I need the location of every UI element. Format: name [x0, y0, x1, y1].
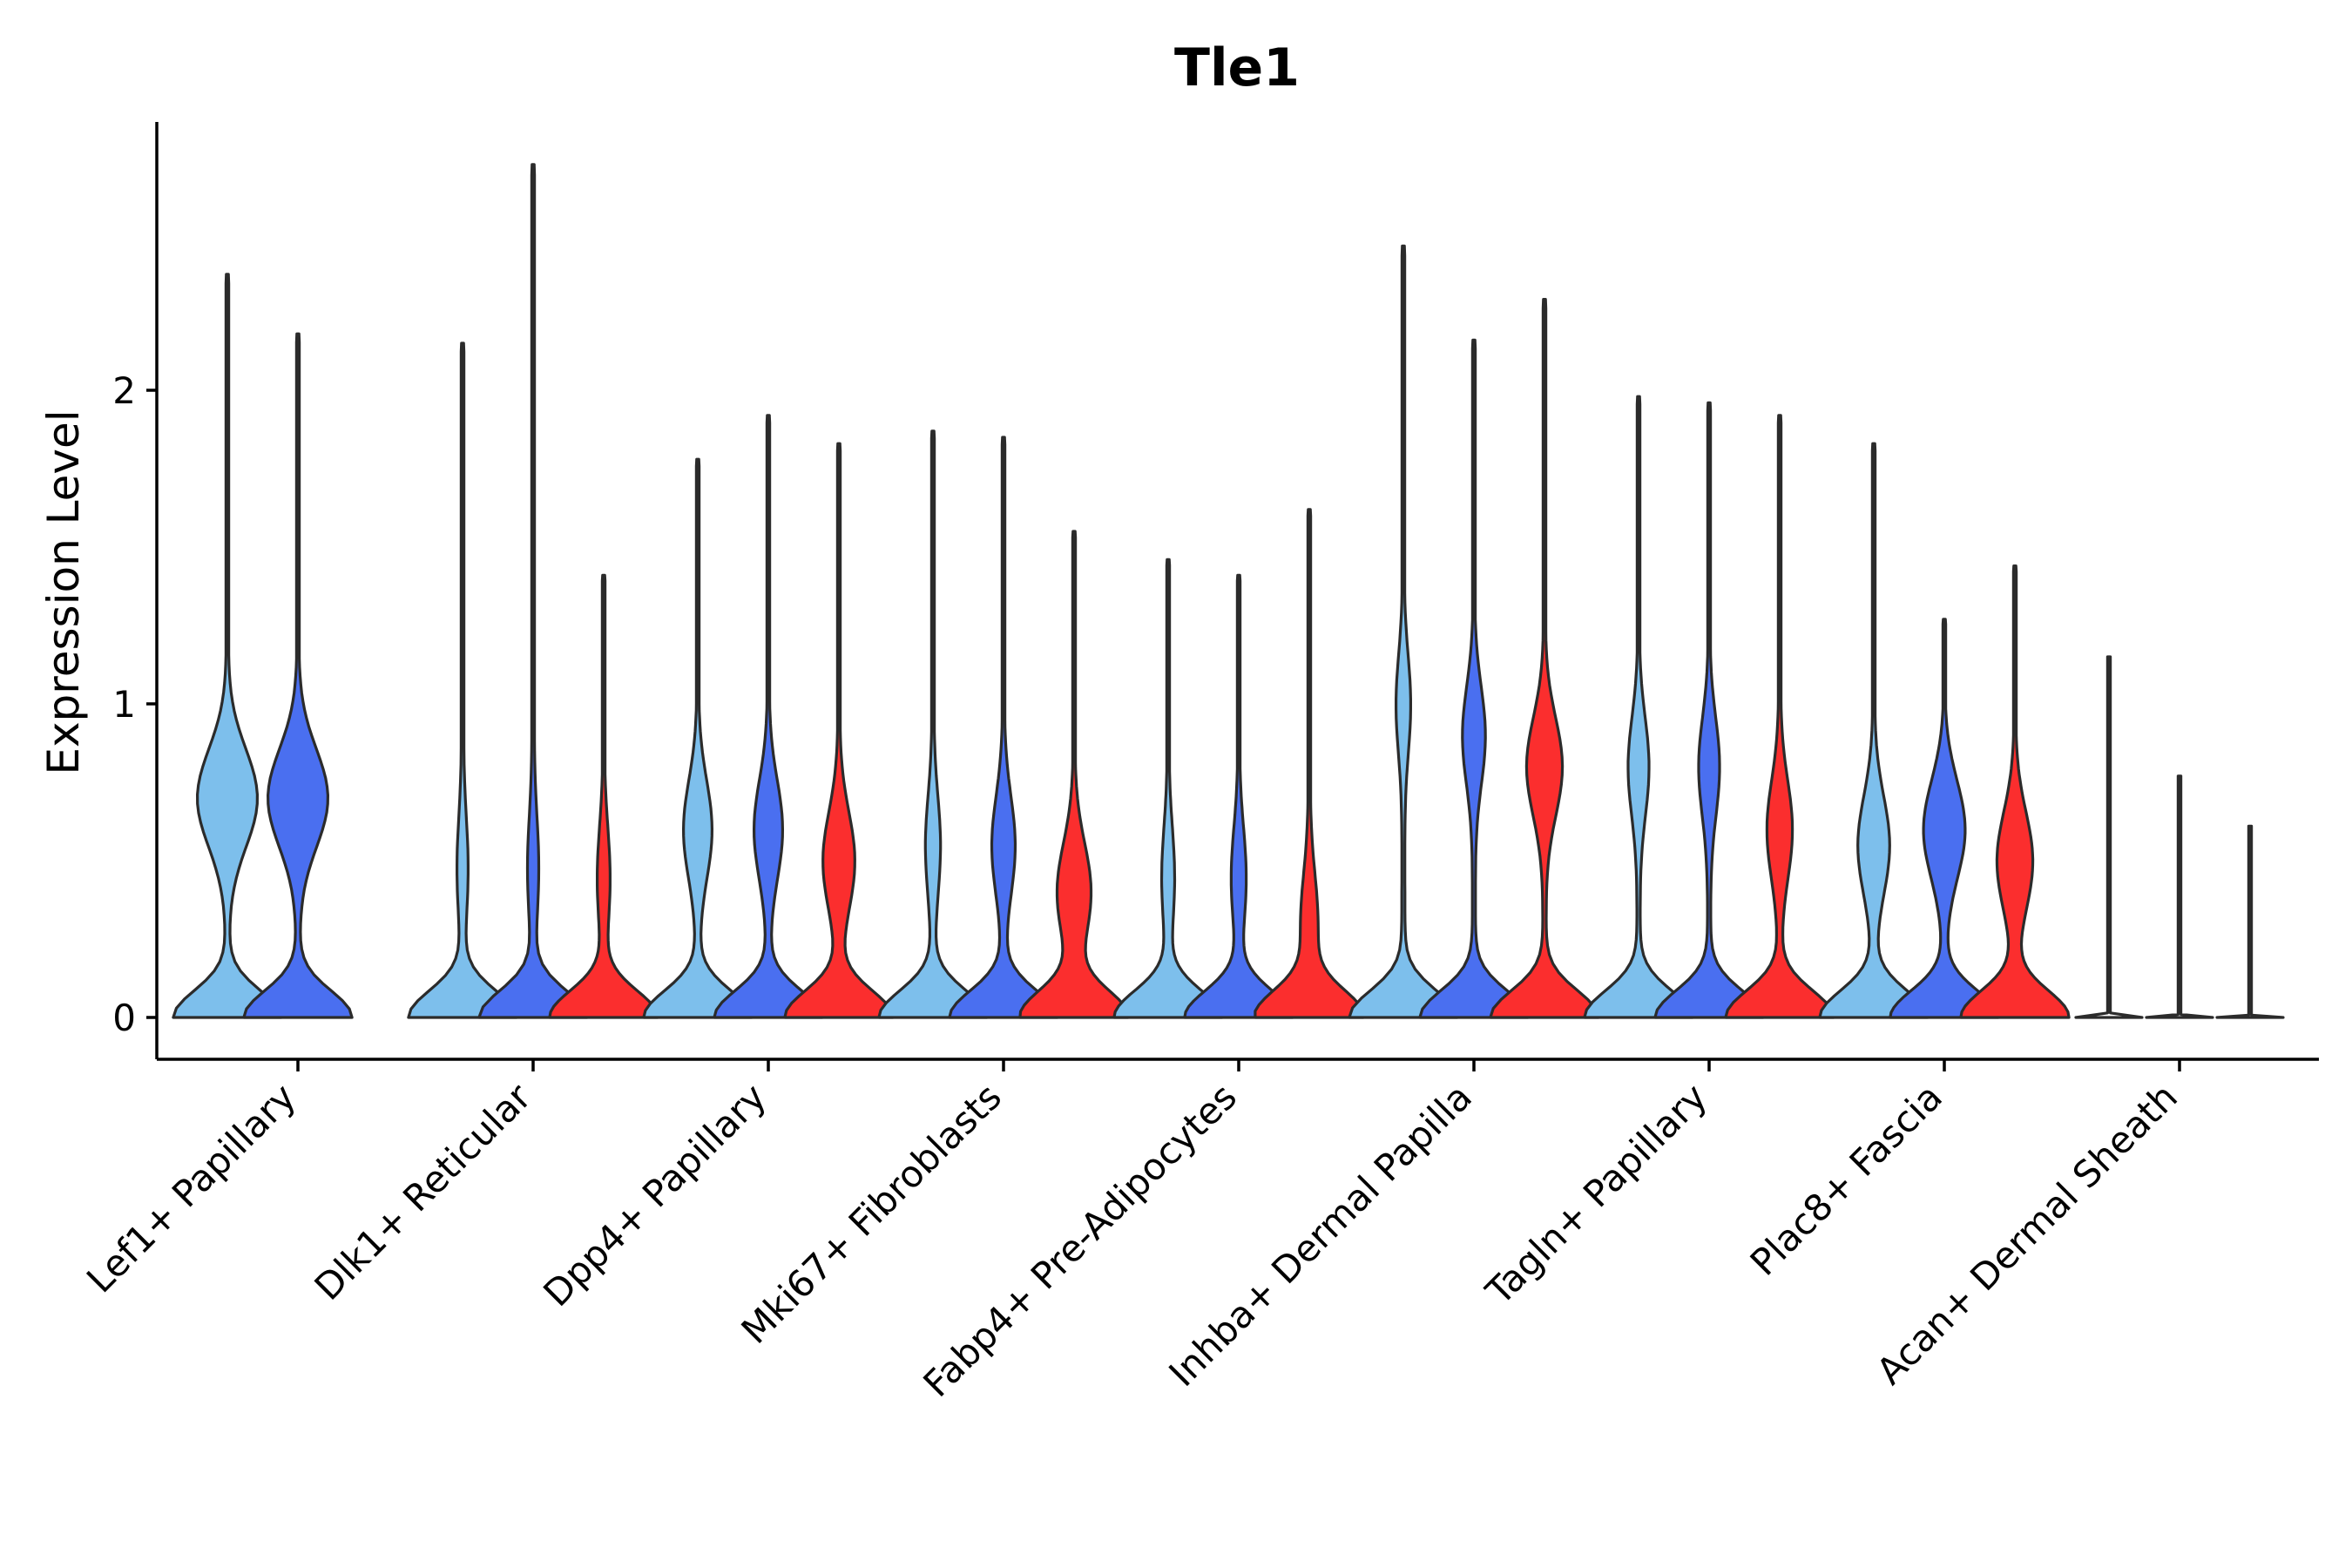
violin-mark [2074, 655, 2144, 1019]
violin-mark [172, 273, 283, 1019]
violin-mark [1653, 401, 1765, 1019]
violin-mark [642, 457, 754, 1019]
violin-mark [1583, 395, 1694, 1019]
violin-mark [1018, 530, 1130, 1019]
y-tick-label: 1 [112, 683, 136, 726]
violin-mark [242, 332, 354, 1019]
violin-mark [1489, 298, 1600, 1019]
violin-mark [1348, 244, 1459, 1019]
violin-mark [407, 341, 518, 1019]
violin-mark [1183, 573, 1294, 1019]
violin-layer [172, 163, 2285, 1019]
violin-mark [713, 414, 824, 1019]
violin-mark [2145, 774, 2214, 1019]
violin-mark [877, 429, 989, 1019]
y-axis-label: Expression Level [38, 409, 89, 774]
y-tick-label: 2 [112, 369, 136, 412]
violin-mark [548, 573, 659, 1019]
y-tick-label: 0 [112, 997, 136, 1039]
violin-mark [1254, 508, 1365, 1019]
violin-mark [2215, 824, 2285, 1019]
violin-mark [1889, 618, 2000, 1019]
violin-mark [1818, 442, 1930, 1019]
violin-mark [1112, 558, 1224, 1019]
violin-mark [948, 436, 1059, 1019]
violin-mark [1418, 338, 1530, 1019]
violin-mark [477, 163, 589, 1019]
y-ticks: 0 1 2 [112, 369, 157, 1039]
violin-mark [1724, 414, 1835, 1019]
chart-title: Tle1 [1174, 37, 1300, 98]
violin-mark [783, 442, 895, 1019]
violin-mark [1959, 564, 2071, 1019]
